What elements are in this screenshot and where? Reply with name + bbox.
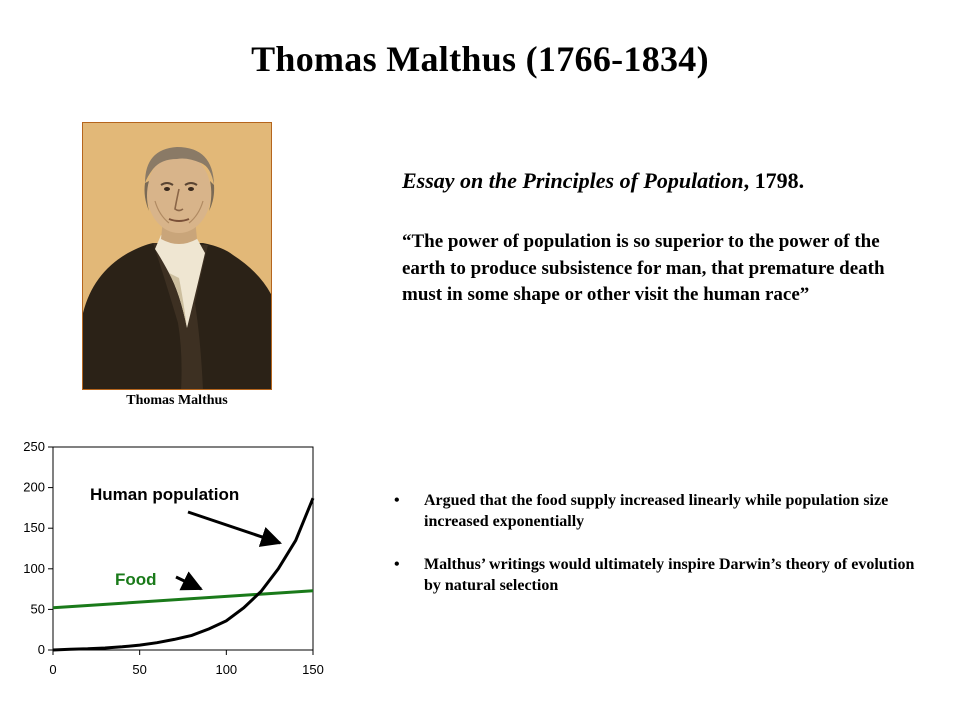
bullet-text: Argued that the food supply increased li… — [424, 492, 889, 530]
population-arrow — [187, 510, 282, 547]
malthus-portrait — [82, 122, 272, 390]
y-tick-label: 100 — [23, 561, 45, 576]
food-arrow — [175, 571, 203, 591]
food-series-line — [52, 589, 314, 610]
plot-area-border — [52, 446, 314, 651]
population-label: Human population — [90, 485, 239, 504]
portrait-caption: Thomas Malthus — [126, 393, 228, 408]
essay-citation: Essay on the Principles of Population, 1… — [402, 168, 804, 194]
x-axis: 0 50 100 150 — [49, 650, 324, 677]
malthus-quote: “The power of population is so superior … — [402, 231, 885, 305]
bullet-item: • Argued that the food supply increased … — [394, 490, 934, 532]
x-tick-label: 50 — [132, 662, 146, 677]
x-tick-label: 100 — [215, 662, 237, 677]
bullet-item: • Malthus’ writings would ultimately ins… — [394, 554, 934, 596]
population-food-chart: 0 50 100 150 200 250 0 50 100 150 Human populati… — [23, 439, 324, 677]
y-tick-label: 200 — [23, 480, 45, 495]
y-tick-label: 0 — [38, 642, 45, 657]
food-label: Food — [115, 570, 157, 589]
y-tick-label: 150 — [23, 520, 45, 535]
bullet-list: • Argued that the food supply increased … — [394, 490, 934, 618]
bullet-point-icon: • — [394, 492, 400, 509]
y-tick-label: 50 — [31, 601, 45, 616]
y-tick-label: 250 — [23, 439, 45, 454]
y-axis: 0 50 100 150 200 250 — [23, 439, 53, 657]
bullet-text: Malthus’ writings would ultimately inspi… — [424, 556, 915, 594]
slide-title: Thomas Malthus (1766-1834) — [251, 39, 709, 79]
population-series-line — [52, 497, 315, 652]
bullet-point-icon: • — [394, 556, 400, 573]
essay-year: , 1798. — [743, 168, 805, 193]
x-tick-label: 150 — [302, 662, 324, 677]
essay-title: Essay on the Principles of Population — [402, 168, 744, 193]
x-tick-label: 0 — [49, 662, 56, 677]
